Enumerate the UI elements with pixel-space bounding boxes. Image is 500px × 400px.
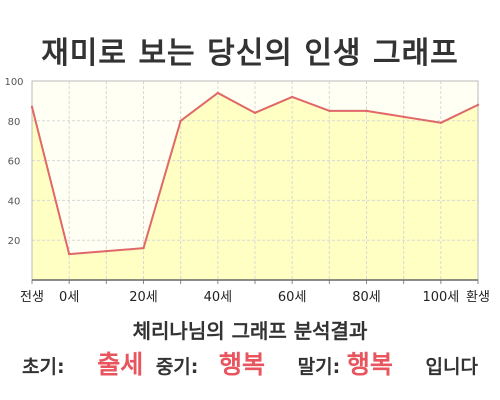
data-point (67, 252, 71, 256)
chart-title: 재미로 보는 당신의 인생 그래프 (41, 36, 459, 71)
early-stage-value: 출세 (97, 350, 144, 379)
data-point (179, 119, 182, 123)
result-ending: 입니다 (425, 356, 478, 378)
data-point (402, 115, 405, 119)
data-point (365, 109, 368, 113)
x-tick-label: 100세 (422, 290, 459, 305)
x-tick-label: 환생 (466, 290, 490, 305)
data-point (253, 111, 257, 115)
mid-stage-label: 중기: (155, 356, 199, 378)
data-point (142, 246, 145, 250)
life-graph-chart: 20 40 60 80 100 전생 0세 20세 40세 60세 80세 100세 환생 (4, 77, 490, 305)
mid-stage-value: 행복 (219, 350, 266, 379)
y-tick-label: 100 (4, 77, 23, 88)
x-tick-label: 전생 (20, 290, 44, 305)
analysis-result-line: 초기: 출세 중기: 행복 말기: 행복 입니다 (22, 345, 492, 381)
x-tick-label: 80세 (352, 290, 381, 305)
x-tick-label: 40세 (204, 290, 233, 305)
data-point (30, 105, 34, 109)
late-stage-value: 행복 (346, 350, 393, 379)
data-point (476, 103, 480, 107)
x-tick-label: 60세 (278, 290, 307, 305)
x-tick-label: 0세 (59, 290, 79, 305)
data-point (105, 249, 108, 253)
data-point (290, 95, 294, 99)
y-tick-label: 20 (8, 236, 21, 247)
late-stage-label: 말기: (297, 356, 341, 378)
data-point (216, 91, 220, 95)
data-point (328, 109, 331, 113)
x-tick-label: 20세 (129, 290, 158, 305)
early-stage-label: 초기: (22, 356, 65, 378)
y-tick-label: 40 (8, 196, 21, 207)
y-tick-label: 60 (8, 157, 21, 168)
data-point (439, 121, 443, 124)
analysis-title: 체리나님의 그래프 분석결과 (132, 319, 368, 343)
y-tick-label: 80 (8, 117, 21, 128)
